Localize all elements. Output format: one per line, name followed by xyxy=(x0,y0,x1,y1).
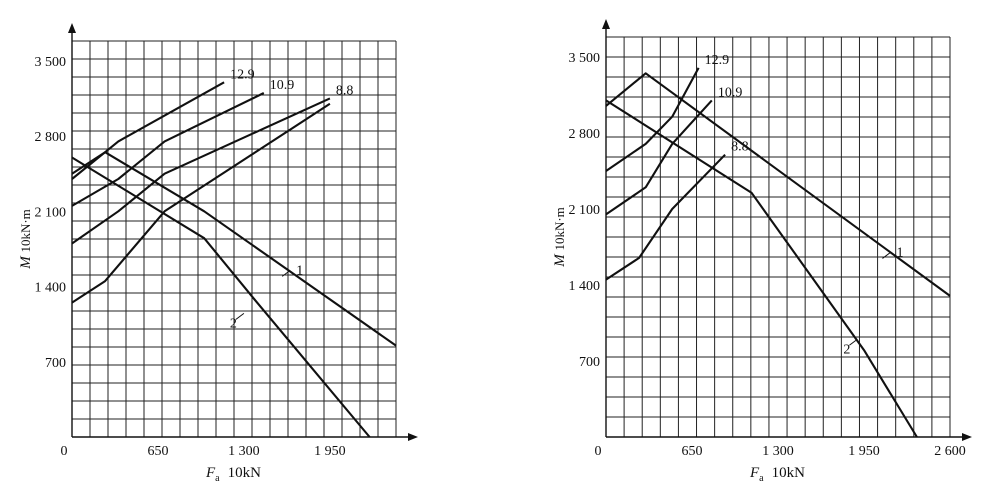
series-line-12-9 xyxy=(71,81,225,180)
series-label: 1 xyxy=(296,263,303,278)
grid xyxy=(605,36,951,438)
x-axis-symbol: F xyxy=(749,465,760,481)
grid xyxy=(71,40,397,438)
x-axis-label: Fa 10kN xyxy=(205,465,261,484)
x-axis-label: Fa 10kN xyxy=(749,465,805,484)
series-line-unlabeled-3 xyxy=(71,102,331,304)
y-tick-label: 1 400 xyxy=(569,279,601,294)
y-tick-label: 2 800 xyxy=(35,130,67,145)
series-line-8-8 xyxy=(71,97,331,245)
y-axis-arrow xyxy=(68,23,76,33)
series-line-10-9 xyxy=(71,92,265,207)
x-axis-subscript: a xyxy=(759,473,764,484)
x-axis-symbol: F xyxy=(205,465,216,481)
y-tick-label: 2 800 xyxy=(569,127,601,142)
annotation-leader xyxy=(235,312,245,320)
series-label: 8.8 xyxy=(336,83,354,98)
series-line-8-8 xyxy=(605,153,726,281)
annotation-leader xyxy=(882,252,891,259)
series-label: 12.9 xyxy=(705,53,730,68)
series-label: 2 xyxy=(230,316,237,331)
x-tick-label: 1 950 xyxy=(848,444,880,459)
x-tick-label: 2 600 xyxy=(934,444,966,459)
y-axis-label: M 10kN·m xyxy=(552,207,568,268)
y-tick-label: 700 xyxy=(579,355,600,370)
y-axis-symbol: M xyxy=(18,253,34,270)
y-tick-label: 3 500 xyxy=(35,55,67,70)
series-label: 10.9 xyxy=(718,85,743,100)
y-axis-unit: 10kN·m xyxy=(552,207,567,250)
y-tick-label: 2 100 xyxy=(35,205,67,220)
series-label: 8.8 xyxy=(731,140,749,155)
x-tick-label: 1 300 xyxy=(228,444,260,459)
y-tick-label: 2 100 xyxy=(569,203,601,218)
series-label: 2 xyxy=(843,342,850,357)
annotation-leader xyxy=(281,269,291,277)
series-line-1 xyxy=(71,151,397,347)
y-axis-unit: 10kN·m xyxy=(18,209,33,252)
series-line-12-9 xyxy=(605,67,700,172)
series-label: 12.9 xyxy=(230,67,255,82)
x-axis-unit: 10kN xyxy=(772,465,806,481)
x-tick-label: 0 xyxy=(61,444,68,459)
series-line-10-9 xyxy=(605,99,713,216)
series-label: 10.9 xyxy=(270,78,295,93)
x-tick-label: 1 950 xyxy=(314,444,346,459)
x-tick-label: 0 xyxy=(595,444,602,459)
y-axis-label: M 10kN·m xyxy=(18,209,34,270)
x-axis-arrow xyxy=(962,433,972,441)
series-line-1 xyxy=(605,72,951,297)
x-axis-subscript: a xyxy=(215,473,220,484)
annotation-leader xyxy=(849,338,858,346)
y-axis-arrow xyxy=(602,19,610,29)
y-axis-symbol: M xyxy=(552,251,568,268)
series-label: 1 xyxy=(896,245,903,260)
series-line-2 xyxy=(605,99,918,438)
x-axis-unit: 10kN xyxy=(228,465,262,481)
x-axis-arrow xyxy=(408,433,418,441)
x-tick-label: 650 xyxy=(147,444,168,459)
x-tick-label: 1 300 xyxy=(762,444,794,459)
x-tick-label: 650 xyxy=(682,444,703,459)
y-tick-label: 700 xyxy=(45,356,66,371)
series-line-2 xyxy=(71,156,371,438)
y-tick-label: 3 500 xyxy=(569,51,601,66)
chart-right: 0 650 1 300 1 950 2 600 700 1 400 2 100 2 800 3 5… xyxy=(552,19,972,484)
y-tick-label: 1 400 xyxy=(35,281,67,296)
